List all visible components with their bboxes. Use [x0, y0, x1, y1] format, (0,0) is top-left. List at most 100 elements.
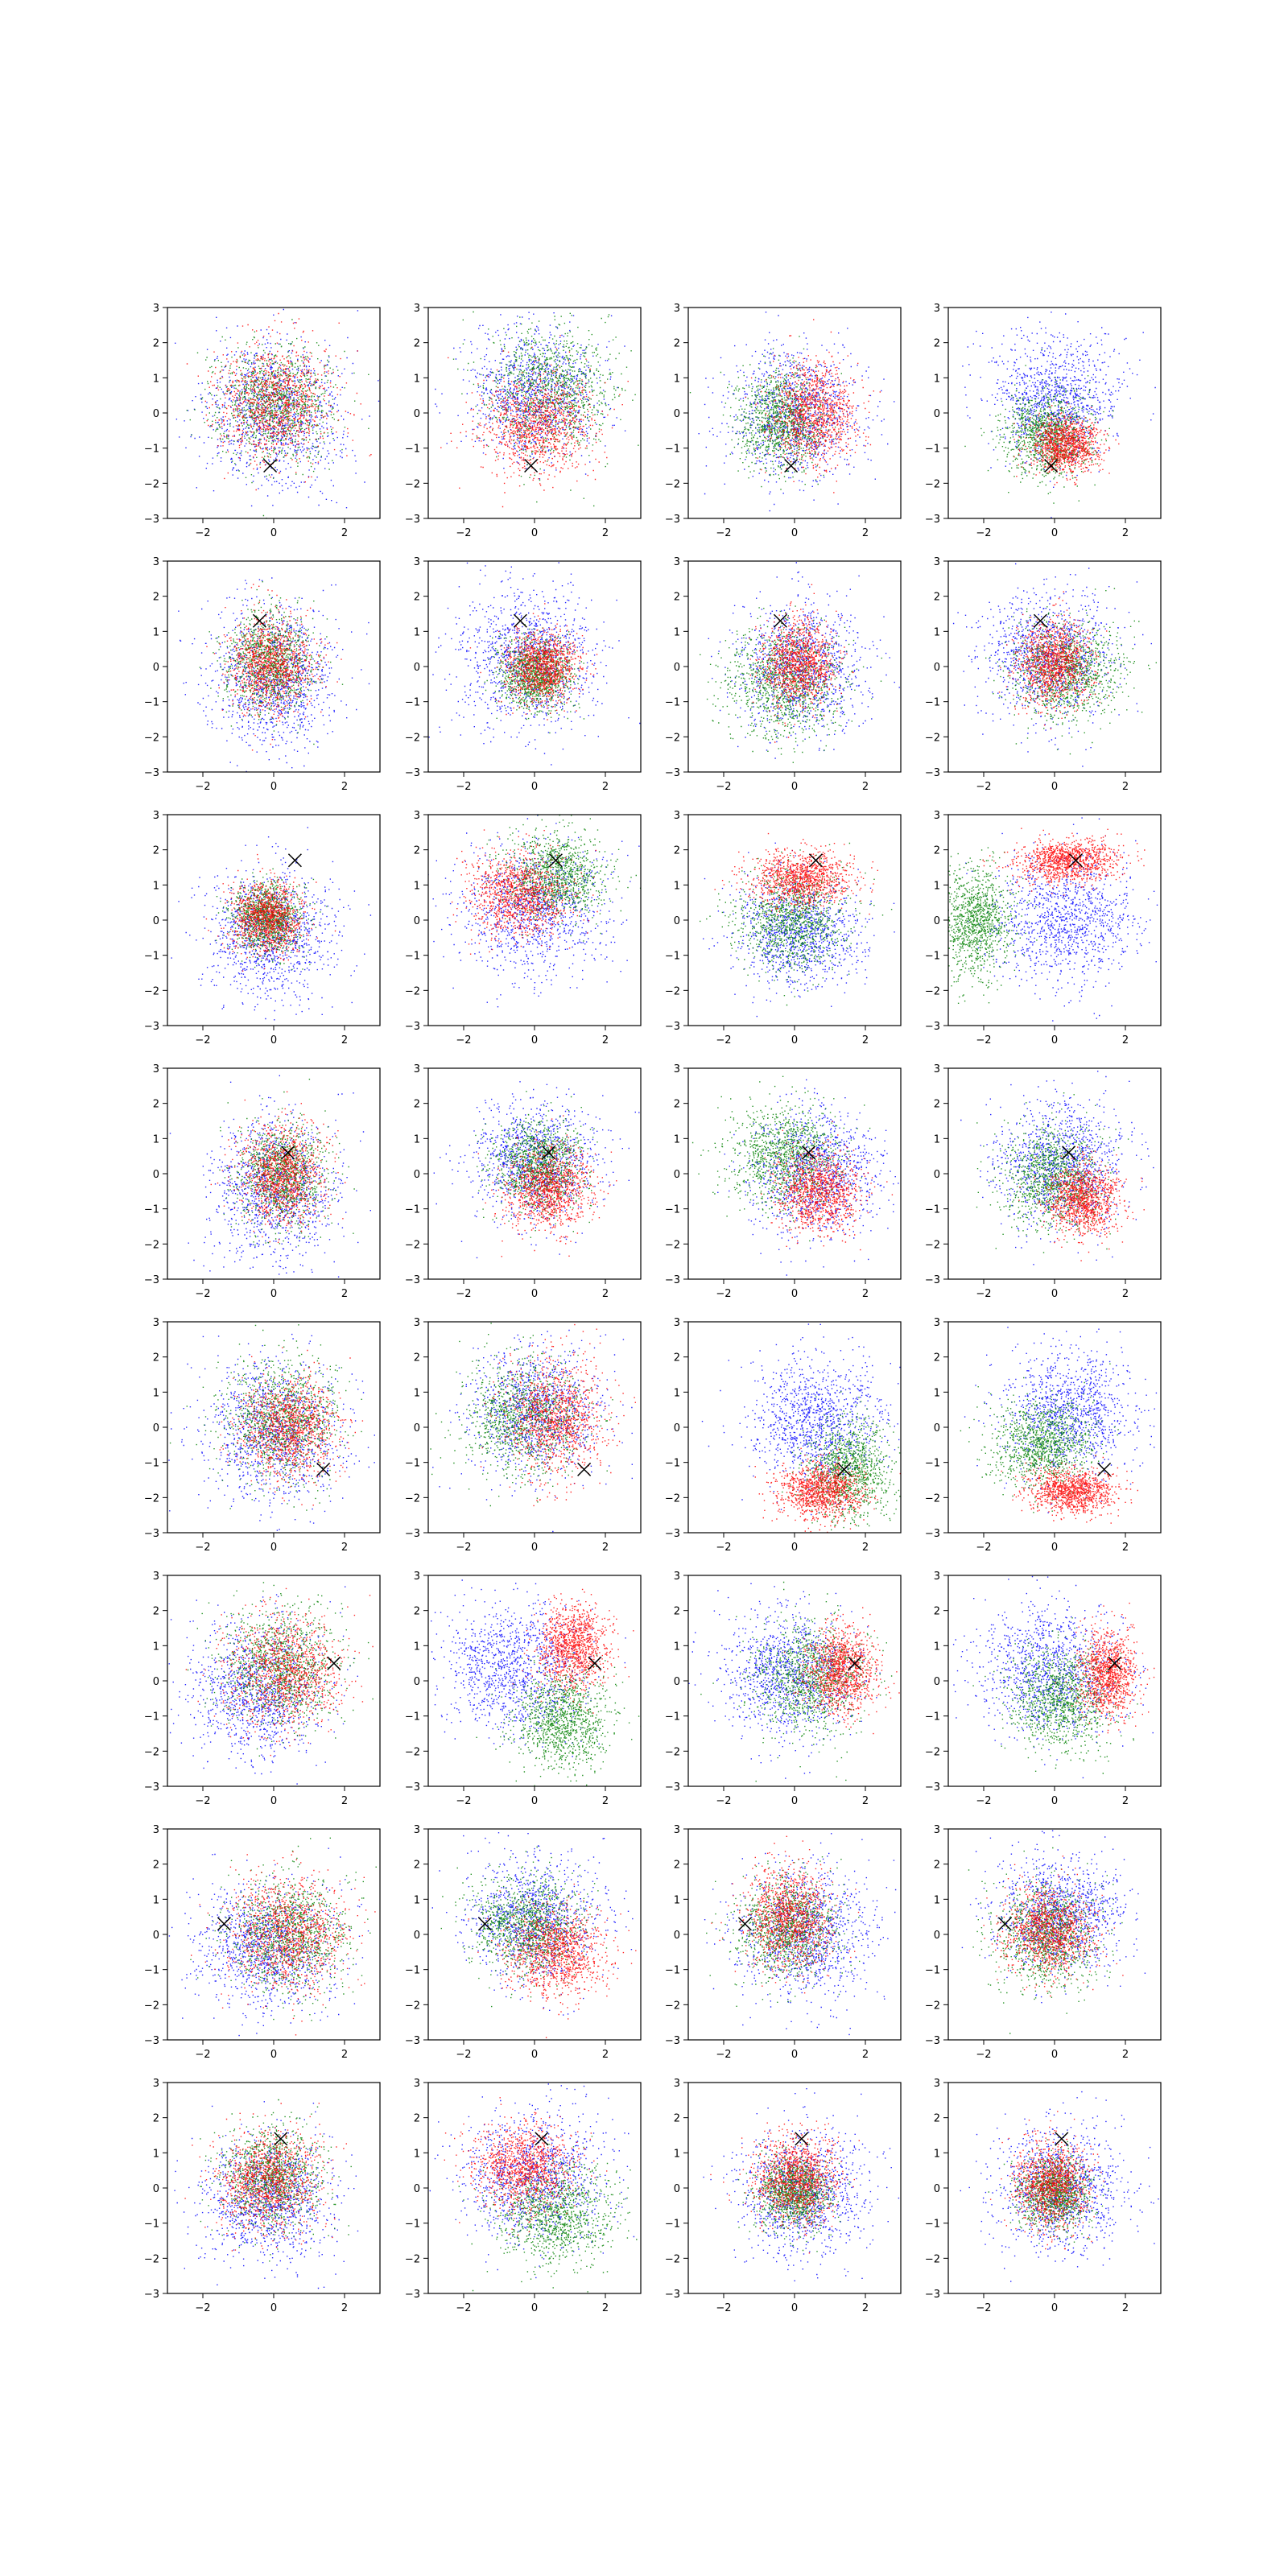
series-green — [782, 1391, 909, 1542]
point-cloud-green — [478, 802, 642, 942]
axes-frame — [428, 1575, 641, 1786]
x-tick-label: 2 — [1122, 1034, 1129, 1046]
series-red — [1018, 1146, 1145, 1261]
x-tick-label: 2 — [1122, 1542, 1129, 1554]
point-cloud-red — [186, 1588, 374, 1757]
y-tick-label: −2 — [665, 1239, 680, 1251]
x-tick-label: 0 — [270, 781, 277, 793]
series-green — [475, 1091, 598, 1238]
x-tick-label: 0 — [791, 1034, 798, 1046]
y-tick-label: −2 — [405, 1746, 420, 1758]
series-green — [968, 1847, 1123, 2034]
y-tick-label: 3 — [414, 556, 420, 568]
series-blue — [965, 811, 1189, 1031]
y-tick-label: 0 — [934, 1422, 940, 1435]
scatter-points — [139, 291, 386, 526]
y-tick-label: 0 — [934, 1169, 940, 1181]
y-tick-label: 2 — [934, 845, 940, 857]
axes-frame — [948, 561, 1161, 772]
y-tick-label: 3 — [414, 1063, 420, 1075]
y-tick-label: −2 — [144, 732, 159, 744]
x-marker — [514, 614, 526, 627]
point-cloud-blue — [708, 562, 900, 758]
x-tick-label: 2 — [602, 2049, 609, 2061]
y-tick-label: 2 — [414, 338, 420, 350]
y-tick-label: 0 — [674, 1930, 680, 1942]
point-cloud-blue — [139, 291, 381, 526]
x-tick-label: 0 — [791, 1795, 798, 1807]
scatter-points — [171, 806, 386, 1051]
y-tick-label: −3 — [144, 1021, 159, 1033]
y-tick-label: 1 — [414, 1641, 420, 1653]
x-tick-label: −2 — [976, 2049, 991, 2061]
series-blue — [925, 1831, 1146, 2004]
y-tick-label: 1 — [934, 1894, 940, 1906]
x-tick-label: −2 — [456, 1542, 471, 1554]
y-tick-label: −1 — [665, 1204, 680, 1216]
y-tick-label: 3 — [674, 1317, 680, 1329]
y-tick-label: 2 — [414, 845, 420, 857]
axes-frame — [948, 1322, 1161, 1533]
x-tick-label: −2 — [456, 1034, 471, 1046]
x-tick-label: −2 — [456, 2302, 471, 2314]
y-tick-label: −2 — [665, 2000, 680, 2012]
y-tick-label: 3 — [934, 2078, 940, 2090]
x-tick-label: 2 — [341, 2302, 348, 2314]
point-cloud-red — [478, 1115, 617, 1257]
y-tick-label: 0 — [674, 1422, 680, 1435]
point-cloud-green — [453, 274, 648, 506]
y-tick-label: −2 — [405, 478, 420, 490]
x-tick-label: 0 — [1051, 2049, 1058, 2061]
y-tick-label: 3 — [153, 303, 159, 315]
point-cloud-green — [964, 349, 1113, 504]
axes-frame — [428, 308, 641, 518]
series-red — [184, 2103, 347, 2251]
y-tick-label: 2 — [934, 338, 940, 350]
point-cloud-green — [216, 869, 328, 971]
series-red — [784, 1608, 900, 1735]
series-blue — [408, 1807, 634, 2016]
y-tick-label: 3 — [414, 1824, 420, 1836]
y-tick-label: −3 — [405, 1781, 420, 1794]
series-blue — [704, 1833, 919, 2047]
axes-frame — [167, 1322, 380, 1533]
scatter-points — [139, 1569, 374, 1822]
x-tick-label: 0 — [791, 527, 798, 539]
y-tick-label: 2 — [674, 2113, 680, 2125]
series-red — [755, 1444, 902, 1541]
x-tick-label: 0 — [791, 2049, 798, 2061]
x-tick-label: 2 — [341, 781, 348, 793]
y-tick-label: 1 — [934, 880, 940, 892]
y-tick-label: 0 — [674, 408, 680, 420]
y-tick-label: −1 — [144, 1204, 159, 1216]
point-cloud-red — [1001, 1455, 1139, 1523]
x-tick-label: 0 — [791, 781, 798, 793]
y-tick-label: 2 — [153, 2113, 159, 2125]
y-tick-label: 0 — [414, 1930, 420, 1942]
y-tick-label: 1 — [674, 1641, 680, 1653]
series-green — [453, 274, 648, 506]
y-tick-label: 2 — [414, 1099, 420, 1111]
y-tick-label: 2 — [153, 1352, 159, 1364]
y-tick-label: −2 — [665, 1492, 680, 1505]
y-tick-label: 1 — [414, 626, 420, 638]
x-tick-label: 2 — [341, 1542, 348, 1554]
y-tick-label: 2 — [414, 1352, 420, 1364]
y-tick-label: −1 — [665, 1965, 680, 1977]
y-tick-label: 3 — [414, 2078, 420, 2090]
x-tick-label: −2 — [456, 2049, 471, 2061]
y-tick-label: 0 — [153, 1930, 159, 1942]
y-tick-label: 1 — [414, 373, 420, 385]
x-marker — [588, 1657, 601, 1670]
y-tick-label: 1 — [153, 626, 159, 638]
series-blue — [171, 806, 386, 1051]
series-green — [706, 1856, 860, 2007]
scatter-points — [416, 802, 662, 1032]
x-tick-label: 2 — [862, 1542, 869, 1554]
scatter-points — [700, 833, 895, 1017]
